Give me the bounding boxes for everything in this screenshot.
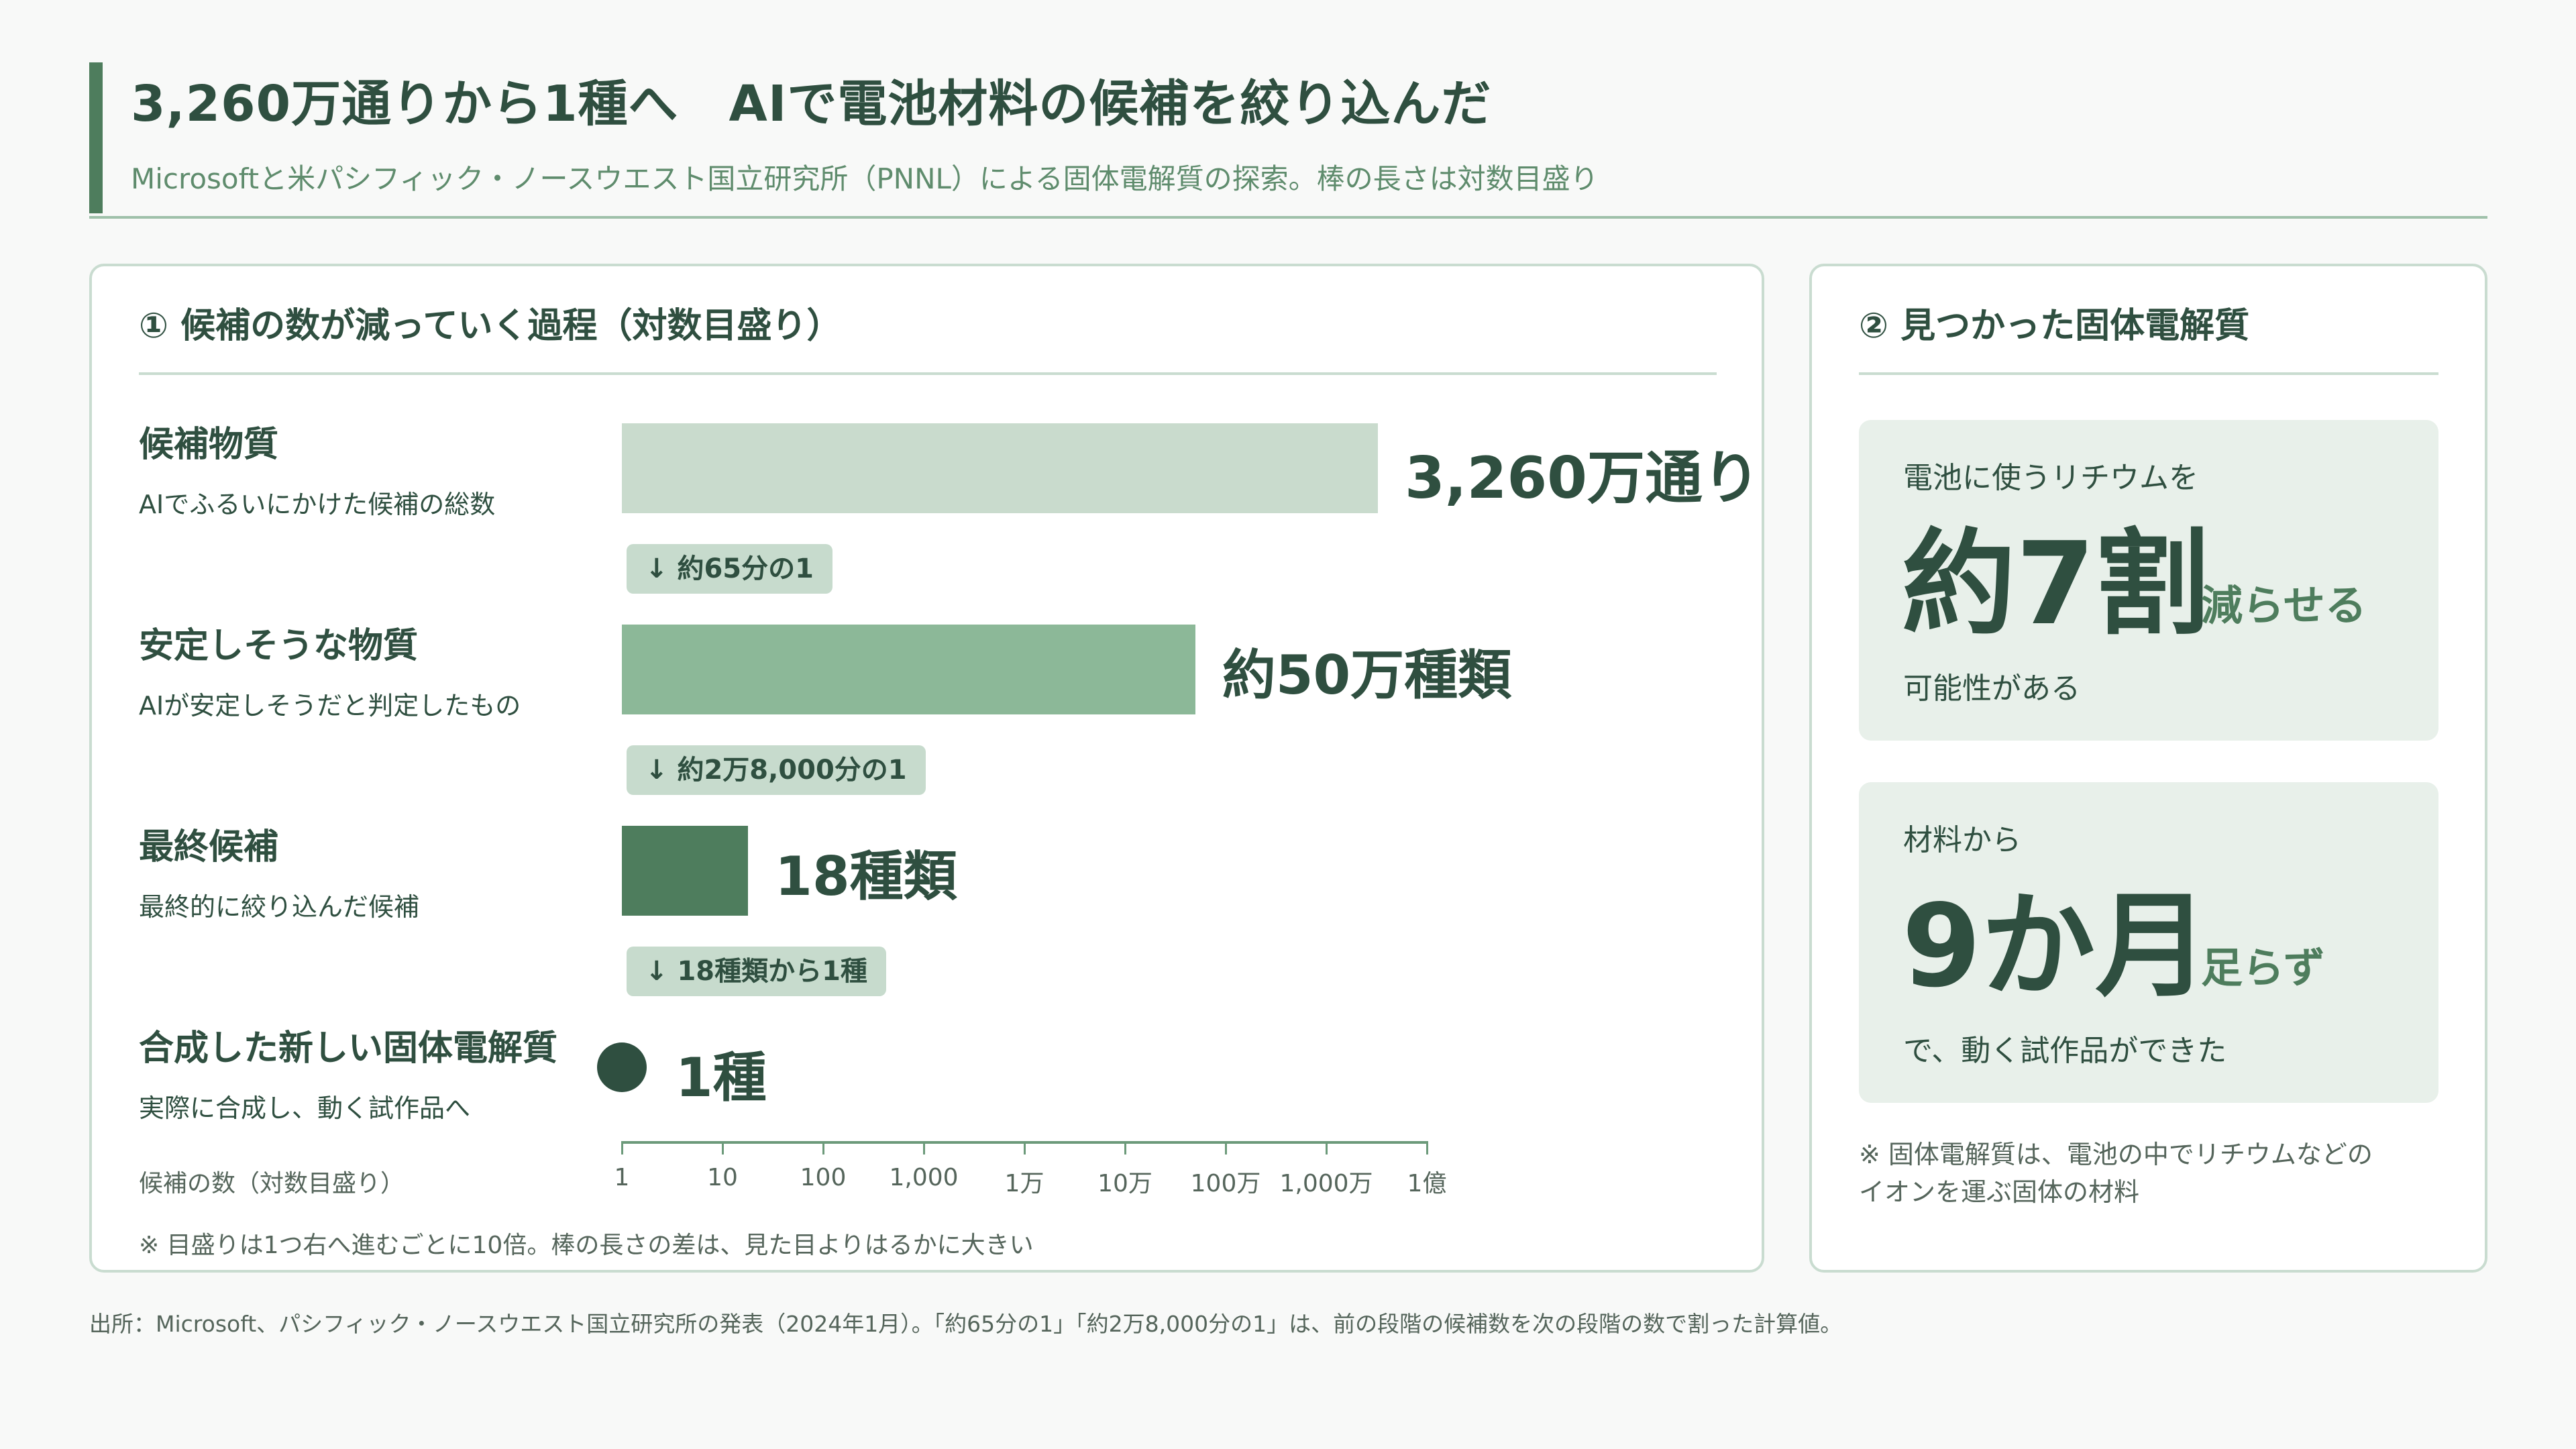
card-emphasis: 足らず (2201, 943, 2325, 992)
x-axis-tick (722, 1141, 724, 1155)
x-axis-tick (1326, 1141, 1328, 1155)
x-axis-tick (1225, 1141, 1227, 1155)
header-divider (89, 216, 2487, 219)
chart-note: ※ 目盛りは1つ右へ進むごとに10倍。棒の長さの差は、見た目よりはるかに大きい (139, 1232, 1034, 1259)
card-lead-text: 電池に使うリチウムを (1903, 461, 2198, 495)
electrolyte-note: ※ 固体電解質は、電池の中でリチウムなどの イオンを運ぶ固体の材料 (1859, 1136, 2373, 1211)
ratio-badge-3: ↓ 18種類から1種 (627, 947, 886, 996)
x-axis-tick (621, 1141, 623, 1155)
x-axis-tick (923, 1141, 925, 1155)
row-subtitle: AIが安定しそうだと判定したもの (139, 691, 521, 720)
x-axis-tick-label: 1 (614, 1164, 630, 1191)
x-axis-tick-label: 1億 (1407, 1170, 1447, 1197)
row-title: 最終候補 (139, 827, 279, 867)
x-axis-tick-label: 1,000 (889, 1164, 959, 1191)
note-line: ※ 固体電解質は、電池の中でリチウムなどの (1859, 1140, 2373, 1169)
card-big-number: 約7割 (1902, 518, 2210, 651)
bar-value-candidates: 3,260万通り (1404, 445, 1760, 512)
bar-value-synthesized: 1種 (676, 1046, 767, 1109)
x-axis-tick (822, 1141, 824, 1155)
x-axis-title: 候補の数（対数目盛り） (139, 1170, 405, 1197)
card-lead-text: 材料から (1903, 823, 2021, 857)
note-line: イオンを運ぶ固体の材料 (1859, 1177, 2140, 1207)
funnel-panel-title: ① 候補の数が減っていく過程（対数目盛り） (139, 306, 842, 346)
x-axis-tick-label: 10万 (1097, 1170, 1152, 1197)
bar-finalists (622, 826, 749, 916)
card-big-number: 9か月 (1902, 880, 2210, 1013)
ratio-badge-2: ↓ 約2万8,000分の1 (627, 745, 926, 795)
source-note: 出所：Microsoft、パシフィック・ノースウエスト国立研究所の発表（2024… (89, 1311, 1843, 1337)
row-label-synthesized: 合成した新しい固体電解質 実際に合成し、動く試作品へ (139, 1020, 557, 1124)
header: 3,260万通りから1種へ AIで電池材料の候補を絞り込んだ Microsoft… (89, 62, 2487, 213)
row-subtitle: AIでふるいにかけた候補の総数 (139, 490, 496, 519)
result-panel: ② 見つかった固体電解質 電池に使うリチウムを 約7割 減らせる 可能性がある … (1809, 264, 2487, 1273)
bar-stable (622, 625, 1195, 714)
result-panel-title: ② 見つかった固体電解質 (1859, 306, 2250, 346)
row-label-candidates: 候補物質 AIでふるいにかけた候補の総数 (139, 416, 495, 521)
x-axis-tick-label: 1万 (1004, 1170, 1044, 1197)
x-axis-tick-label: 1,000万 (1279, 1170, 1373, 1197)
lithium-card: 電池に使うリチウムを 約7割 減らせる 可能性がある (1859, 420, 2438, 741)
card-emphasis: 減らせる (2201, 581, 2367, 630)
row-title: 合成した新しい固体電解質 (139, 1028, 558, 1069)
row-subtitle: 最終的に絞り込んだ候補 (139, 892, 420, 922)
x-axis-tick (1426, 1141, 1428, 1155)
x-axis-tick (1024, 1141, 1026, 1155)
point-synthesized (597, 1042, 647, 1092)
x-axis-tick-label: 100万 (1190, 1170, 1261, 1197)
row-label-finalists: 最終候補 最終的に絞り込んだ候補 (139, 818, 419, 923)
page-subtitle: Microsoftと米パシフィック・ノースウエスト国立研究所（PNNL）による固… (131, 162, 1599, 195)
bar-value-finalists: 18種類 (775, 845, 957, 908)
timeline-card: 材料から 9か月 足らず で、動く試作品ができた (1859, 782, 2438, 1103)
header-accent-bar (89, 62, 103, 213)
row-title: 候補物質 (139, 425, 279, 465)
bar-value-stable: 約50万種類 (1222, 644, 1512, 706)
row-subtitle: 実際に合成し、動く試作品へ (139, 1093, 471, 1123)
page-title: 3,260万通りから1種へ AIで電池材料の候補を絞り込んだ (131, 75, 1492, 133)
card-trail-text: 可能性がある (1903, 672, 2080, 706)
bar-candidates (622, 423, 1378, 513)
x-axis-tick-label: 100 (800, 1164, 847, 1191)
ratio-badge-1: ↓ 約65分の1 (627, 544, 833, 594)
row-label-stable: 安定しそうな物質 AIが安定しそうだと判定したもの (139, 617, 521, 722)
x-axis-tick (1124, 1141, 1126, 1155)
funnel-panel: ① 候補の数が減っていく過程（対数目盛り） 候補物質 AIでふるいにかけた候補の… (89, 264, 1764, 1273)
result-panel-divider (1859, 372, 2438, 375)
funnel-panel-divider (139, 372, 1717, 375)
row-title: 安定しそうな物質 (139, 626, 419, 666)
x-axis-tick-label: 10 (707, 1164, 738, 1191)
card-trail-text: で、動く試作品ができた (1903, 1034, 2227, 1068)
